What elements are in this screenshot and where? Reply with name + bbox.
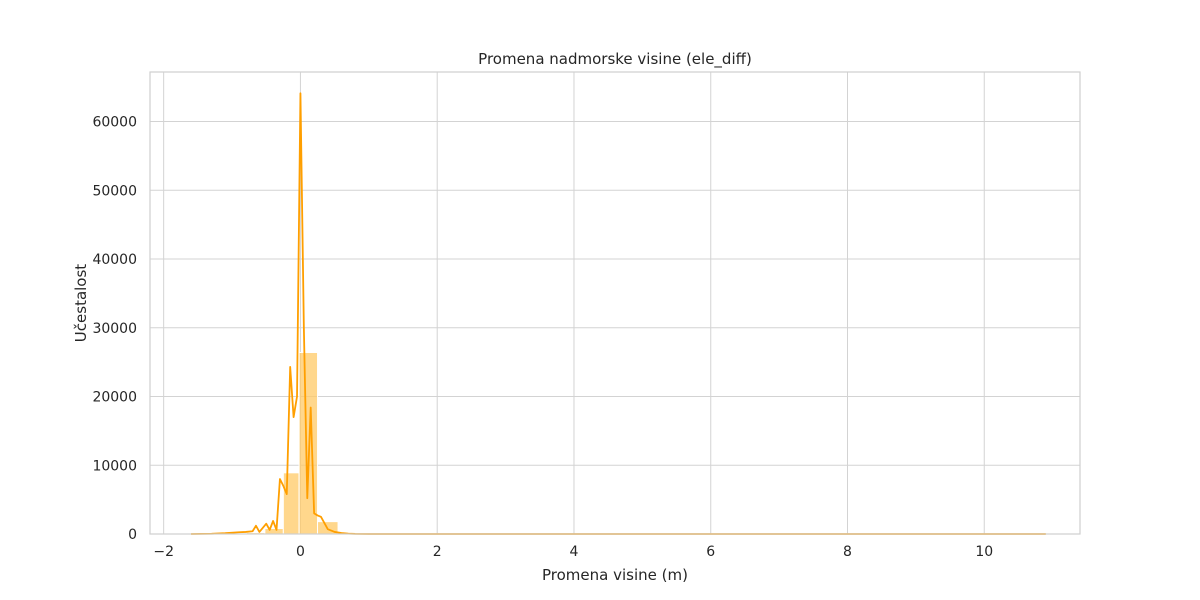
- y-tick-label: 0: [128, 527, 137, 543]
- x-axis-label: Promena visine (m): [542, 566, 688, 584]
- y-tick-label: 10000: [92, 458, 137, 474]
- histogram-bar: [264, 528, 284, 535]
- x-tick-label: 8: [843, 544, 852, 560]
- x-tick-label: 4: [570, 544, 579, 560]
- ticks-layer: −2 0 2 4 6 8 10 0 10000 20000 30000 40000 50000 60000: [92, 115, 993, 561]
- y-axis-label: Učestalost: [72, 264, 90, 343]
- kde-line: [191, 92, 1046, 535]
- x-tick-label: 10: [975, 544, 993, 560]
- y-tick-label: 30000: [92, 321, 137, 337]
- y-tick-label: 40000: [92, 252, 137, 268]
- chart-title: Promena nadmorske visine (ele_diff): [478, 50, 752, 69]
- x-tick-label: 0: [296, 544, 305, 560]
- x-tick-label: 6: [706, 544, 715, 560]
- y-tick-label: 50000: [92, 183, 137, 199]
- bars-layer: [190, 352, 1047, 535]
- x-tick-label: −2: [153, 544, 174, 560]
- kde-layer: [191, 92, 1046, 535]
- y-tick-label: 20000: [92, 390, 137, 406]
- histogram-bar: [282, 472, 300, 535]
- y-tick-label: 60000: [92, 115, 137, 131]
- plot-frame: [149, 71, 1081, 535]
- grid-layer: [150, 72, 1080, 535]
- x-tick-label: 2: [433, 544, 442, 560]
